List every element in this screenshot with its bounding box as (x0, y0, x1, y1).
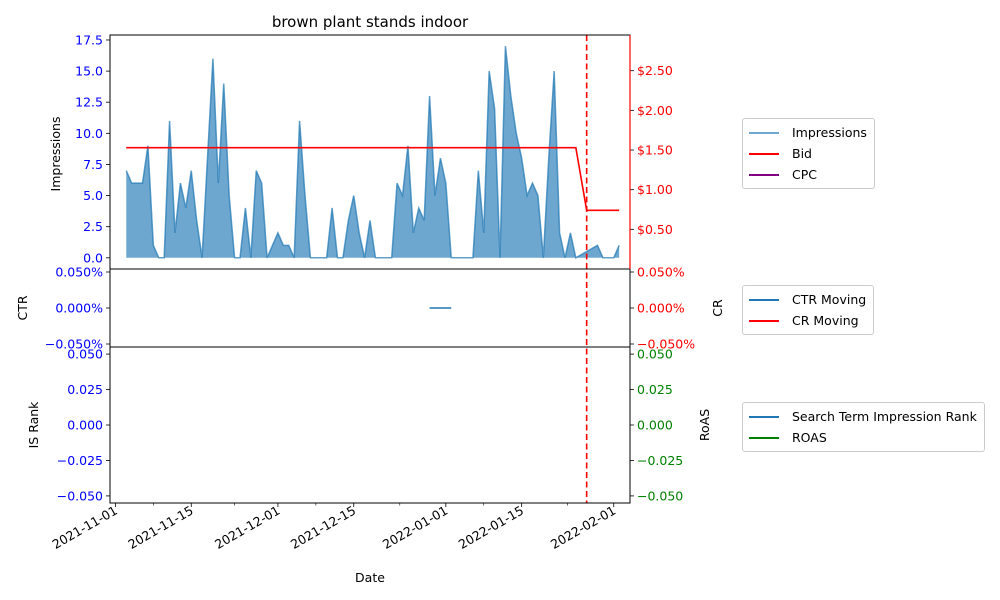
bid-tick-label: $2.00 (637, 103, 673, 118)
panel-frame (109, 346, 631, 504)
legend-item-cr-moving: CR Moving (749, 310, 866, 331)
rank-legend: Search Term Impression Rank ROAS (742, 402, 985, 452)
is-rank-tick-label: 0.050 (67, 347, 103, 362)
panel-frames (109, 34, 631, 504)
legend-label: ROAS (792, 430, 827, 445)
legend-label: Impressions (792, 125, 867, 140)
impressions-tick-label: 15.0 (75, 64, 103, 79)
roas-tick-label: −0.050 (637, 488, 683, 503)
date-tick-label: 2022-01-15 (456, 503, 526, 552)
cr-axis-label: CR (710, 299, 725, 317)
legend-item-bid: Bid (749, 143, 867, 164)
roas-tick-label: 0.050 (637, 347, 673, 362)
ctr-tick-label: 0.050% (55, 265, 103, 280)
legend-label: CPC (792, 167, 817, 182)
roas-tick-label: −0.025 (637, 453, 683, 468)
panel-frame (109, 268, 631, 348)
date-axis: 2021-11-01 2021-11-15 2021-12-01 2021-12-15… (49, 503, 618, 552)
legend-item-roas: ROAS (749, 427, 977, 448)
impressions-area (126, 46, 620, 258)
bid-line (126, 146, 620, 212)
is-rank-tick-label: 0.000 (67, 418, 103, 433)
x-axis-label: Date (355, 570, 385, 585)
impressions-tick-label: 12.5 (75, 95, 103, 110)
impressions-axis-label: Impressions (48, 117, 63, 192)
ctr-tick-label: −0.050% (45, 337, 103, 352)
date-tick-label: 2021-12-15 (288, 503, 358, 552)
impressions-panel: 0.0 2.5 5.0 7.5 10.0 12.5 15.0 17.5 $0.50 $1.00 $1… (75, 32, 673, 265)
rates-panel: −0.050% 0.000% 0.050% −0.050% 0.000% 0.050% (45, 265, 695, 352)
legend-label: CR Moving (792, 313, 859, 328)
impressions-tick-label: 10.0 (75, 126, 103, 141)
impressions-tick-label: 5.0 (83, 188, 103, 203)
rank-panel: −0.050 −0.025 0.000 0.025 0.050 −0.050 −0.025 0… (57, 347, 684, 504)
cpc-swatch (749, 173, 779, 176)
date-tick-label: 2021-11-01 (49, 503, 119, 552)
legend-item-impressions: Impressions (749, 122, 867, 143)
legend-item-cpc: CPC (749, 164, 867, 185)
impressions-tick-label: 2.5 (83, 219, 103, 234)
bid-tick-label: $0.50 (637, 222, 673, 237)
cr-tick-label: 0.000% (637, 301, 685, 316)
impression-rank-swatch (749, 415, 779, 418)
legend-label: Search Term Impression Rank (792, 409, 977, 424)
cr-tick-label: 0.050% (637, 265, 685, 280)
roas-swatch (749, 436, 779, 439)
rates-legend: CTR Moving CR Moving (742, 285, 875, 335)
legend-label: CTR Moving (792, 292, 867, 307)
date-tick-label: 2021-12-01 (212, 503, 282, 552)
impressions-line (125, 46, 620, 259)
is-rank-tick-label: −0.025 (57, 453, 103, 468)
chart-title: brown plant stands indoor (272, 13, 469, 31)
date-tick-label: 2021-11-15 (125, 503, 195, 552)
bid-tick-label: $2.50 (637, 63, 673, 78)
is-rank-axis-label: IS Rank (26, 401, 41, 449)
impressions-swatch (749, 131, 779, 134)
bid-swatch (749, 152, 779, 155)
legend-label: Bid (792, 146, 812, 161)
roas-tick-label: 0.000 (637, 418, 673, 433)
roas-tick-label: 0.025 (637, 382, 673, 397)
is-rank-tick-label: −0.050 (57, 488, 103, 503)
date-tick-label: 2022-02-01 (548, 503, 618, 552)
legend-item-impression-rank: Search Term Impression Rank (749, 406, 977, 427)
bid-tick-label: $1.50 (637, 143, 673, 158)
cr-moving-swatch (749, 319, 779, 322)
ctr-tick-label: 0.000% (55, 301, 103, 316)
cr-tick-label: −0.050% (637, 337, 695, 352)
impressions-tick-label: 0.0 (83, 250, 103, 265)
roas-axis-label: RoAS (697, 409, 712, 441)
ctr-axis-label: CTR (15, 295, 30, 320)
legend-item-ctr-moving: CTR Moving (749, 289, 866, 310)
impressions-tick-label: 7.5 (83, 157, 103, 172)
bid-tick-label: $1.00 (637, 182, 673, 197)
impressions-tick-label: 17.5 (75, 32, 103, 47)
impressions-legend: Impressions Bid CPC (742, 118, 875, 189)
is-rank-tick-label: 0.025 (67, 382, 103, 397)
date-tick-label: 2022-01-01 (380, 503, 450, 552)
ctr-moving-swatch (749, 298, 779, 301)
